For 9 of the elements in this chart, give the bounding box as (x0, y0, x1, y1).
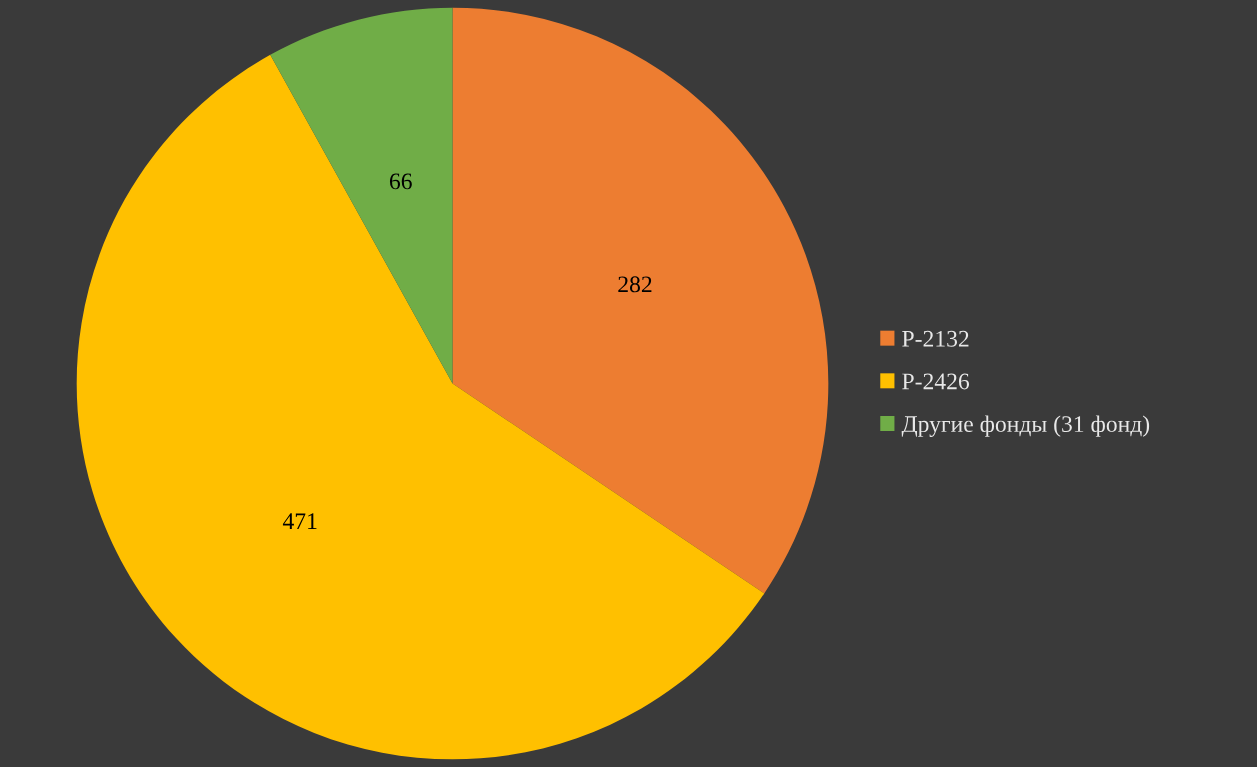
legend-label: Р-2426 (902, 373, 970, 390)
data-label: 282 (618, 276, 652, 293)
legend-label: Другие фонды (31 фонд) (901, 415, 1150, 437)
data-label: 471 (282, 513, 317, 529)
pie-slice (270, 7, 453, 384)
pie-slice (452, 7, 829, 594)
pie-slice (76, 54, 765, 760)
data-label: 66 (389, 173, 412, 190)
legend-label: Р-2132 (902, 330, 969, 347)
